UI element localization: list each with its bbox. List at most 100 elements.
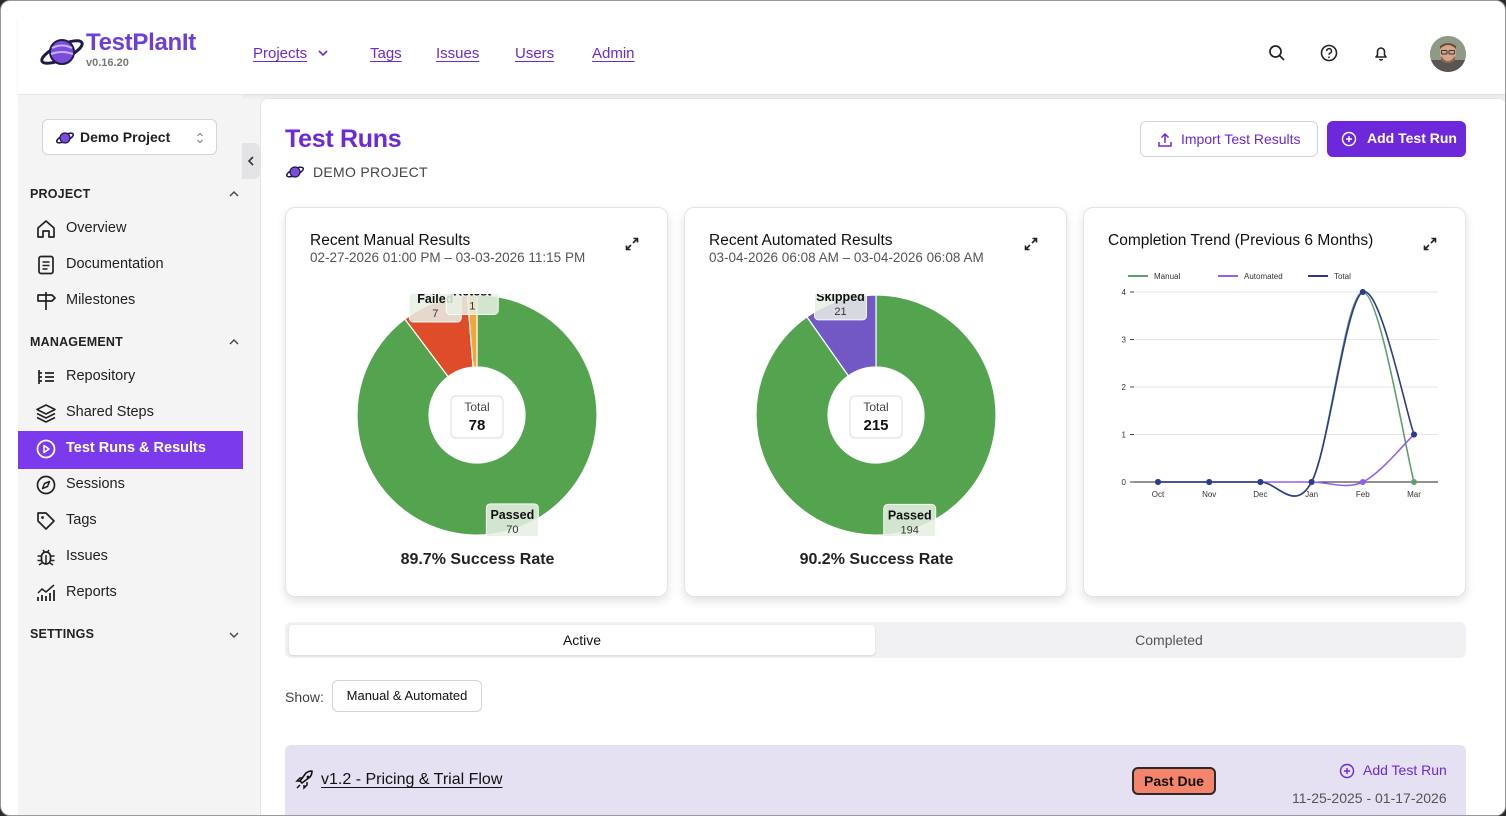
legend-label: Manual [1154, 272, 1180, 281]
bell-icon[interactable] [1371, 43, 1391, 63]
sidebar-item-repository[interactable]: Repository [18, 359, 243, 395]
sidebar-item-test-runs[interactable]: Test Runs & Results [18, 431, 243, 469]
data-point-total[interactable] [1411, 431, 1417, 438]
milestone-dates: 11-25-2025 - 01-17-2026 [1292, 790, 1447, 806]
chevron-down-icon[interactable] [316, 46, 330, 60]
expand-icon[interactable] [1422, 236, 1438, 252]
sidebar-item-issues[interactable]: Issues [18, 539, 243, 575]
sidebar-item-label: Overview [66, 220, 127, 236]
sidebar-item-milestones[interactable]: Milestones [18, 283, 243, 319]
sidebar-item-label: Milestones [66, 292, 136, 308]
nav-users[interactable]: Users [515, 45, 555, 62]
tag-icon [37, 512, 55, 530]
y-tick-label: 1 [1122, 431, 1127, 440]
import-button-label: Import Test Results [1181, 131, 1301, 147]
data-point-manual[interactable] [1411, 479, 1417, 485]
data-point-automated[interactable] [1359, 479, 1366, 485]
x-tick-label: Feb [1356, 490, 1370, 499]
import-test-results-button[interactable]: Import Test Results [1140, 121, 1318, 157]
tab-active[interactable]: Active [289, 625, 875, 655]
sidebar-item-label: Tags [66, 512, 97, 528]
completion-trend-line-chart: Manual Automated Total 0 1 2 3 4 Oct Nov Dec Jan Feb… [1122, 272, 1438, 499]
total-box [849, 395, 903, 439]
expand-icon[interactable] [624, 236, 640, 252]
nav-admin[interactable]: Admin [592, 45, 635, 62]
user-avatar[interactable] [1430, 36, 1466, 72]
rocket-icon [295, 770, 313, 790]
donut-label-name: Skipped [816, 294, 865, 304]
x-tick-label: Mar [1407, 490, 1421, 499]
section-management[interactable]: MANAGEMENT [30, 335, 123, 349]
automated-results-donut-chart: Passed 194 Skipped 21 Total 215 [755, 294, 997, 536]
planet-icon [55, 132, 75, 144]
search-icon[interactable] [1267, 43, 1287, 63]
data-point-total[interactable] [1308, 479, 1315, 485]
sidebar-item-documentation[interactable]: Documentation [18, 247, 243, 283]
donut-label-value: 194 [901, 524, 919, 536]
data-point-total[interactable] [1359, 289, 1366, 295]
layers-icon [36, 404, 56, 423]
chevron-up-icon[interactable] [228, 188, 240, 200]
data-point-total[interactable] [1257, 479, 1264, 485]
legend-item-manual[interactable]: Manual [1128, 272, 1180, 281]
donut-slice-passed[interactable] [356, 294, 598, 536]
data-point-total[interactable] [1206, 479, 1213, 485]
plus-circle-icon [1341, 131, 1357, 147]
planet-logo-icon[interactable] [38, 31, 86, 71]
y-tick-label: 3 [1122, 336, 1127, 345]
card-title: Recent Automated Results [709, 232, 893, 249]
legend-item-automated[interactable]: Automated [1218, 272, 1283, 281]
section-project[interactable]: PROJECT [30, 187, 91, 201]
expand-icon[interactable] [1023, 236, 1039, 252]
milestone-link[interactable]: v1.2 - Pricing & Trial Flow [321, 771, 503, 788]
sidebar: Demo Project PROJECT Overview Documentat… [18, 95, 243, 815]
donut-label-name: Passed [490, 508, 534, 522]
sidebar-item-label: Documentation [66, 256, 164, 272]
project-select[interactable]: Demo Project [42, 119, 217, 155]
total-label: Total [464, 400, 489, 414]
donut-label-skipped: Skipped 21 [813, 294, 867, 321]
card-date-range: 03-04-2026 06:08 AM – 03-04-2026 06:08 A… [709, 250, 984, 265]
planet-icon [285, 166, 305, 178]
nav-tags[interactable]: Tags [370, 45, 402, 62]
y-tick-label: 2 [1122, 383, 1127, 392]
show-filter-label: Show: [285, 689, 324, 705]
milestone-add-label: Add Test Run [1363, 762, 1447, 778]
show-filter-select[interactable]: Manual & Automated [332, 680, 482, 712]
sidebar-item-shared-steps[interactable]: Shared Steps [18, 395, 243, 431]
x-tick-label: Dec [1253, 490, 1267, 499]
sidebar-item-reports[interactable]: Reports [18, 575, 243, 611]
add-test-run-button[interactable]: Add Test Run [1327, 121, 1466, 157]
chevron-up-down-icon [197, 132, 203, 144]
sidebar-item-overview[interactable]: Overview [18, 211, 243, 247]
sidebar-item-tags[interactable]: Tags [18, 503, 243, 539]
tab-completed[interactable]: Completed [1135, 632, 1203, 648]
bug-icon [37, 549, 55, 566]
sidebar-item-label: Issues [66, 548, 108, 564]
help-icon[interactable] [1319, 43, 1339, 63]
sidebar-collapse-button[interactable] [242, 143, 260, 179]
legend-item-total[interactable]: Total [1308, 272, 1351, 281]
nav-projects[interactable]: Projects [253, 45, 308, 62]
donut-label-name: Failed [417, 294, 453, 306]
data-point-total[interactable] [1155, 479, 1161, 485]
donut-slice-passed[interactable] [755, 294, 997, 536]
donut-label-passed: Passed 194 [883, 503, 937, 536]
x-tick-label: Jan [1305, 490, 1318, 499]
nav-issues[interactable]: Issues [436, 45, 480, 62]
success-rate: 89.7% Success Rate [400, 551, 555, 568]
compass-icon [36, 475, 56, 495]
sidebar-item-sessions[interactable]: Sessions [18, 467, 243, 503]
plus-circle-icon [1339, 763, 1355, 779]
chevron-down-icon[interactable] [228, 629, 240, 641]
completion-trend-card: Completion Trend (Previous 6 Months) Man… [1083, 207, 1466, 597]
milestone-add-test-run-button[interactable]: Add Test Run [1339, 761, 1455, 783]
run-status-tabs: Active Completed [285, 622, 1466, 658]
section-settings[interactable]: SETTINGS [30, 627, 95, 641]
home-icon [37, 220, 55, 238]
main-content: Test Runs DEMO PROJECT Import Test Resul… [260, 98, 1505, 815]
top-header: TestPlanIt v0.16.20 Projects Tags Issues… [18, 17, 1505, 95]
chevron-up-icon[interactable] [228, 336, 240, 348]
card-title: Recent Manual Results [310, 232, 471, 249]
document-icon [38, 255, 54, 275]
